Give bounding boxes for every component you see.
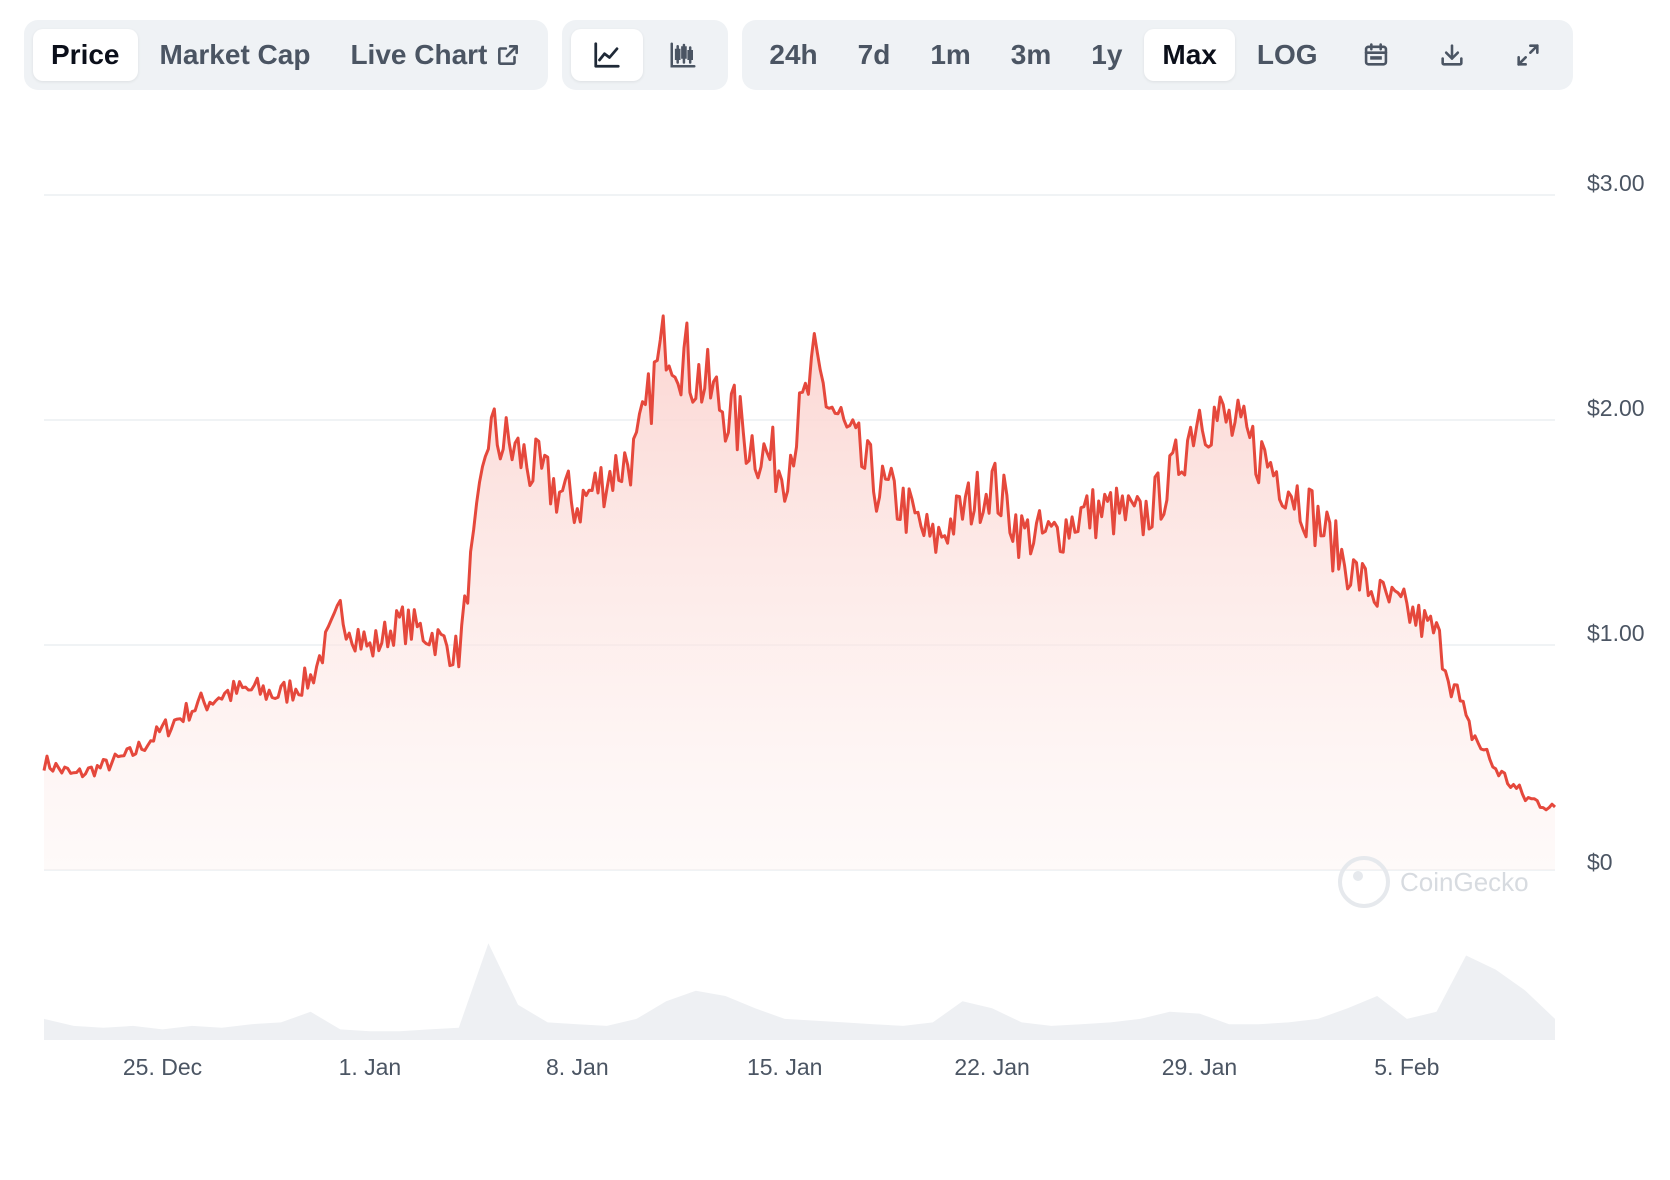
calendar-icon xyxy=(1362,41,1390,69)
y-tick-label: $2.00 xyxy=(1587,395,1645,421)
range-7d[interactable]: 7d xyxy=(857,39,891,70)
y-tick-label: $3.00 xyxy=(1587,170,1645,196)
volume-area xyxy=(44,943,1555,1040)
x-tick-label: 15. Jan xyxy=(747,1054,822,1080)
range-1y[interactable]: 1y xyxy=(1091,39,1123,70)
gecko-eye-icon xyxy=(1353,871,1363,881)
range-24h[interactable]: 24h xyxy=(769,39,818,70)
candlestick-chart-icon xyxy=(668,40,698,70)
tab-live-chart-label: Live Chart xyxy=(350,39,488,70)
chart-type-group xyxy=(562,20,729,90)
candlestick-chart-button[interactable] xyxy=(647,29,719,81)
price-chart[interactable]: CoinGecko $0 $1.00 $2.00 $3.00 25. Dec 1. Ja… xyxy=(0,100,1670,1180)
y-tick-label: $0 xyxy=(1587,849,1613,875)
watermark-text: CoinGecko xyxy=(1400,867,1529,897)
line-chart-button[interactable] xyxy=(571,29,644,81)
gecko-logo-icon xyxy=(1338,856,1390,908)
calendar-button[interactable] xyxy=(1340,29,1412,81)
y-axis: $0 $1.00 $2.00 $3.00 xyxy=(1587,170,1645,875)
view-tab-group: Price Market Cap Live Chart xyxy=(24,20,549,90)
volume-fill xyxy=(44,943,1555,1040)
x-tick-label: 29. Jan xyxy=(1162,1054,1237,1080)
x-tick-label: 1. Jan xyxy=(339,1054,402,1080)
external-link-icon xyxy=(495,42,521,68)
range-1m[interactable]: 1m xyxy=(930,39,971,70)
price-area-fill xyxy=(44,315,1555,870)
tab-price[interactable]: Price xyxy=(33,29,138,81)
x-tick-label: 22. Jan xyxy=(954,1054,1029,1080)
line-chart-icon xyxy=(592,40,622,70)
range-group: 24h 7d 1m 3m 1y Max LOG xyxy=(742,20,1573,90)
price-area xyxy=(42,314,1557,870)
coingecko-watermark: CoinGecko xyxy=(1338,856,1529,908)
range-3m[interactable]: 3m xyxy=(1010,39,1052,70)
fullscreen-button[interactable] xyxy=(1492,29,1564,81)
x-axis: 25. Dec 1. Jan 8. Jan 15. Jan 22. Jan 29. Jan… xyxy=(123,1054,1440,1080)
range-max[interactable]: Max xyxy=(1144,29,1235,81)
tab-live-chart[interactable]: Live Chart xyxy=(332,29,539,81)
price-line xyxy=(42,314,1557,812)
download-button[interactable] xyxy=(1416,29,1488,81)
x-tick-label: 25. Dec xyxy=(123,1054,202,1080)
tab-market-cap[interactable]: Market Cap xyxy=(159,39,311,70)
y-tick-label: $1.00 xyxy=(1587,620,1645,646)
log-scale-toggle[interactable]: LOG xyxy=(1256,39,1318,70)
chart-toolbar: Price Market Cap Live Chart xyxy=(24,20,1573,90)
download-icon xyxy=(1438,41,1466,69)
x-tick-label: 8. Jan xyxy=(546,1054,609,1080)
expand-icon xyxy=(1514,41,1542,69)
x-tick-label: 5. Feb xyxy=(1374,1054,1439,1080)
